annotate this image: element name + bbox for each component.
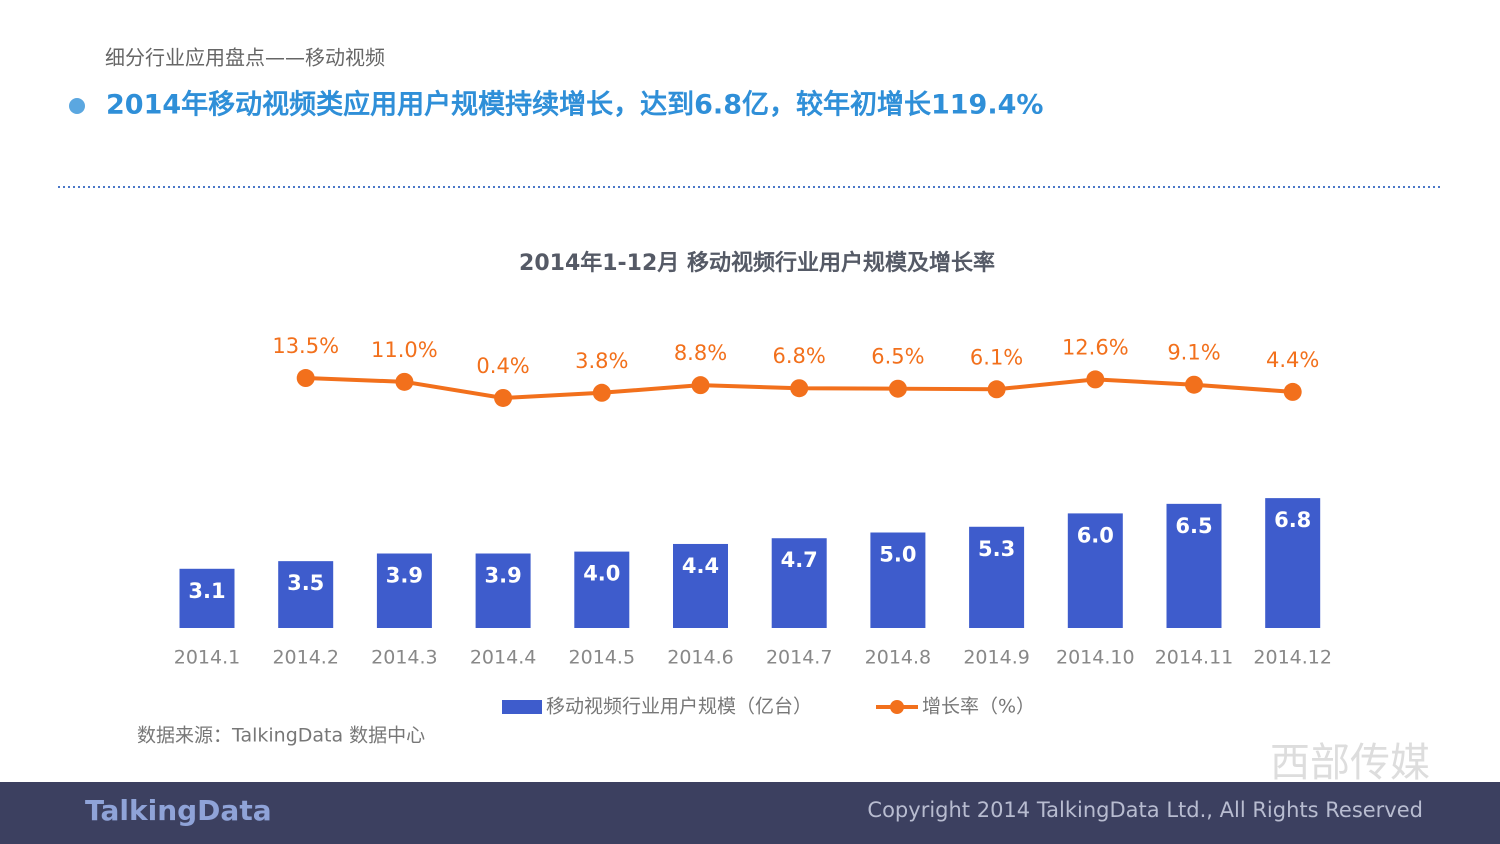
x-tick-label: 2014.9 bbox=[963, 647, 1029, 669]
headline: 2014年移动视频类应用用户规模持续增长，达到6.8亿，较年初增长119.4% bbox=[106, 89, 1043, 121]
bar bbox=[574, 551, 630, 628]
bar-label: 6.0 bbox=[1077, 523, 1114, 547]
bar bbox=[1067, 513, 1123, 628]
bar-label: 5.0 bbox=[879, 543, 916, 567]
growth-label: 13.5% bbox=[272, 334, 339, 358]
bar bbox=[1166, 503, 1222, 628]
logo: TalkingData bbox=[85, 794, 272, 827]
growth-point bbox=[1185, 375, 1203, 394]
section-title: 细分行业应用盘点——移动视频 bbox=[105, 46, 385, 70]
legend-label: 增长率（%） bbox=[922, 696, 1035, 718]
x-tick-label: 2014.8 bbox=[865, 647, 931, 669]
legend-swatch bbox=[890, 700, 904, 714]
source: 数据来源：TalkingData 数据中心 bbox=[137, 725, 425, 747]
growth-label: 0.4% bbox=[476, 354, 529, 378]
growth-point bbox=[494, 388, 513, 407]
growth-point bbox=[1283, 382, 1302, 401]
bar bbox=[179, 568, 235, 628]
bar-label: 5.3 bbox=[978, 537, 1015, 561]
bar-label: 6.8 bbox=[1274, 508, 1311, 532]
x-tick-label: 2014.12 bbox=[1253, 647, 1332, 669]
bar bbox=[376, 553, 432, 628]
growth-point bbox=[691, 376, 710, 395]
bar bbox=[673, 543, 728, 628]
growth-point bbox=[395, 372, 414, 391]
growth-label: 8.8% bbox=[674, 341, 727, 365]
growth-point bbox=[296, 369, 315, 388]
growth-label: 3.8% bbox=[575, 349, 628, 373]
footer-bar bbox=[0, 782, 1500, 844]
bar-label: 3.5 bbox=[287, 571, 324, 595]
legend-label: 移动视频行业用户规模（亿台） bbox=[546, 696, 812, 718]
growth-label: 9.1% bbox=[1167, 341, 1220, 365]
bar-label: 6.5 bbox=[1175, 514, 1212, 538]
growth-point bbox=[888, 379, 907, 398]
x-tick-label: 2014.10 bbox=[1056, 647, 1135, 669]
bar bbox=[475, 553, 531, 628]
growth-label: 11.0% bbox=[371, 338, 438, 362]
bar bbox=[771, 538, 827, 628]
bar-label: 3.9 bbox=[484, 564, 521, 588]
bullet bbox=[69, 98, 85, 114]
x-tick-label: 2014.3 bbox=[371, 647, 437, 669]
growth-label: 12.6% bbox=[1062, 335, 1129, 359]
watermark: 西部传媒 bbox=[1270, 740, 1430, 786]
growth-label: 6.5% bbox=[871, 345, 924, 369]
legend-swatch bbox=[502, 700, 542, 714]
growth-point bbox=[1086, 370, 1105, 389]
x-tick-label: 2014.5 bbox=[569, 647, 635, 669]
growth-label: 6.8% bbox=[773, 344, 826, 368]
x-tick-label: 2014.2 bbox=[272, 647, 338, 669]
x-tick-label: 2014.6 bbox=[667, 647, 733, 669]
bar bbox=[1265, 498, 1321, 628]
x-tick-label: 2014.1 bbox=[174, 647, 240, 669]
bar-label: 3.1 bbox=[188, 579, 225, 603]
growth-point bbox=[790, 379, 809, 398]
growth-point bbox=[592, 383, 611, 402]
growth-point bbox=[987, 380, 1006, 399]
chart-title: 2014年1-12月 移动视频行业用户规模及增长率 bbox=[519, 250, 995, 276]
bar-label: 3.9 bbox=[386, 564, 423, 588]
bar bbox=[278, 561, 334, 628]
x-tick-label: 2014.4 bbox=[470, 647, 536, 669]
growth-label: 4.4% bbox=[1266, 348, 1319, 372]
bar-label: 4.4 bbox=[682, 554, 719, 578]
x-tick-label: 2014.11 bbox=[1155, 647, 1234, 669]
bar bbox=[969, 526, 1025, 628]
bar bbox=[870, 532, 926, 628]
bar-label: 4.0 bbox=[583, 562, 620, 586]
x-tick-label: 2014.7 bbox=[766, 647, 832, 669]
bar-label: 4.7 bbox=[781, 548, 818, 572]
copyright: Copyright 2014 TalkingData Ltd., All Rig… bbox=[867, 798, 1423, 822]
growth-label: 6.1% bbox=[970, 345, 1023, 369]
